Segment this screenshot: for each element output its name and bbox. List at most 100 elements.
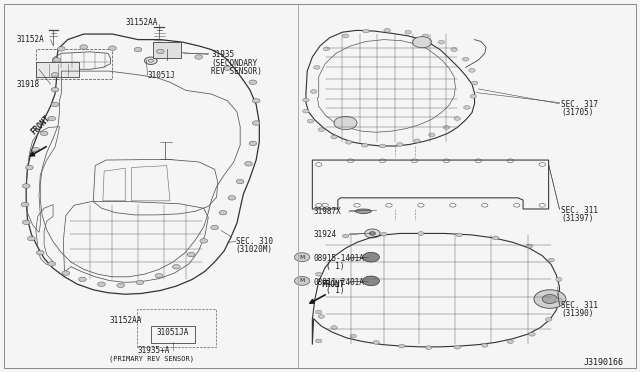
Circle shape [556, 298, 562, 302]
Circle shape [51, 73, 59, 77]
Circle shape [422, 34, 429, 38]
Circle shape [294, 253, 310, 262]
Circle shape [529, 333, 535, 336]
Circle shape [21, 202, 29, 207]
Circle shape [136, 280, 144, 285]
Circle shape [28, 236, 35, 241]
Circle shape [48, 262, 56, 266]
Circle shape [22, 220, 30, 225]
Circle shape [318, 315, 324, 318]
Circle shape [26, 165, 33, 170]
Text: 08911-2401A: 08911-2401A [314, 278, 365, 287]
Circle shape [470, 94, 476, 98]
Text: (SECONDARY: (SECONDARY [211, 59, 258, 68]
Circle shape [384, 29, 390, 32]
Circle shape [438, 40, 445, 44]
Circle shape [534, 290, 566, 308]
Circle shape [429, 133, 435, 137]
Circle shape [380, 144, 386, 148]
Circle shape [397, 142, 403, 146]
Circle shape [303, 98, 309, 102]
Text: SEC. 311: SEC. 311 [561, 301, 598, 310]
Text: 31152AA: 31152AA [109, 316, 141, 325]
Text: 31935: 31935 [211, 50, 235, 59]
Circle shape [456, 233, 463, 237]
Circle shape [173, 264, 180, 269]
Text: SEC. 317: SEC. 317 [561, 100, 598, 109]
Circle shape [542, 295, 557, 304]
Text: 31918: 31918 [17, 80, 40, 89]
Circle shape [22, 184, 30, 188]
Circle shape [145, 57, 157, 64]
Circle shape [318, 128, 324, 132]
Text: 08915-1401A: 08915-1401A [314, 254, 365, 263]
Text: M: M [300, 255, 305, 260]
Circle shape [492, 236, 499, 240]
Circle shape [346, 140, 352, 144]
Circle shape [454, 345, 461, 349]
Circle shape [373, 340, 380, 344]
Text: 31152A: 31152A [17, 35, 44, 44]
Circle shape [36, 250, 44, 255]
Circle shape [331, 326, 337, 330]
Circle shape [526, 244, 532, 248]
Circle shape [109, 46, 116, 50]
Circle shape [399, 344, 405, 348]
Circle shape [223, 66, 231, 70]
Circle shape [51, 87, 59, 92]
Circle shape [134, 47, 142, 52]
Circle shape [310, 90, 317, 93]
Text: 31152AA: 31152AA [125, 19, 157, 28]
Text: SEC. 311: SEC. 311 [561, 206, 598, 215]
Circle shape [236, 179, 244, 184]
Circle shape [252, 121, 260, 125]
Circle shape [249, 80, 257, 84]
Text: FRONT: FRONT [321, 280, 344, 289]
Circle shape [556, 278, 562, 281]
Circle shape [51, 102, 59, 107]
Circle shape [405, 31, 412, 34]
Circle shape [252, 99, 260, 103]
Circle shape [79, 277, 86, 282]
Text: (31705): (31705) [561, 108, 594, 117]
Circle shape [156, 273, 163, 278]
Text: J3190166: J3190166 [583, 357, 623, 366]
Circle shape [249, 141, 257, 145]
Circle shape [369, 232, 376, 235]
Circle shape [40, 131, 48, 136]
Circle shape [331, 135, 337, 139]
Circle shape [471, 81, 477, 85]
Text: 31051J: 31051J [148, 71, 175, 80]
Circle shape [62, 271, 70, 275]
Circle shape [200, 238, 207, 243]
Circle shape [219, 211, 227, 215]
Circle shape [195, 55, 202, 59]
Circle shape [48, 116, 56, 121]
Circle shape [244, 161, 252, 166]
Circle shape [53, 58, 61, 62]
Text: FRONT: FRONT [29, 113, 52, 136]
Circle shape [481, 343, 488, 347]
Circle shape [414, 139, 420, 142]
Circle shape [307, 119, 314, 123]
Circle shape [32, 147, 40, 152]
Text: (PRIMARY REV SENSOR): (PRIMARY REV SENSOR) [109, 356, 195, 362]
Text: 31924: 31924 [314, 230, 337, 240]
Circle shape [418, 232, 424, 235]
Circle shape [365, 229, 380, 238]
Circle shape [316, 339, 322, 343]
Circle shape [314, 65, 320, 69]
Text: 31987X: 31987X [314, 208, 341, 217]
Ellipse shape [355, 209, 371, 214]
Text: 31051JA: 31051JA [157, 328, 189, 337]
Circle shape [187, 252, 195, 257]
Circle shape [468, 68, 475, 72]
Circle shape [363, 276, 380, 286]
Circle shape [303, 109, 309, 113]
Circle shape [381, 232, 387, 236]
Circle shape [413, 37, 432, 48]
Circle shape [323, 47, 330, 51]
Circle shape [464, 106, 470, 109]
Circle shape [342, 234, 349, 238]
Text: 31935+A: 31935+A [138, 346, 170, 355]
